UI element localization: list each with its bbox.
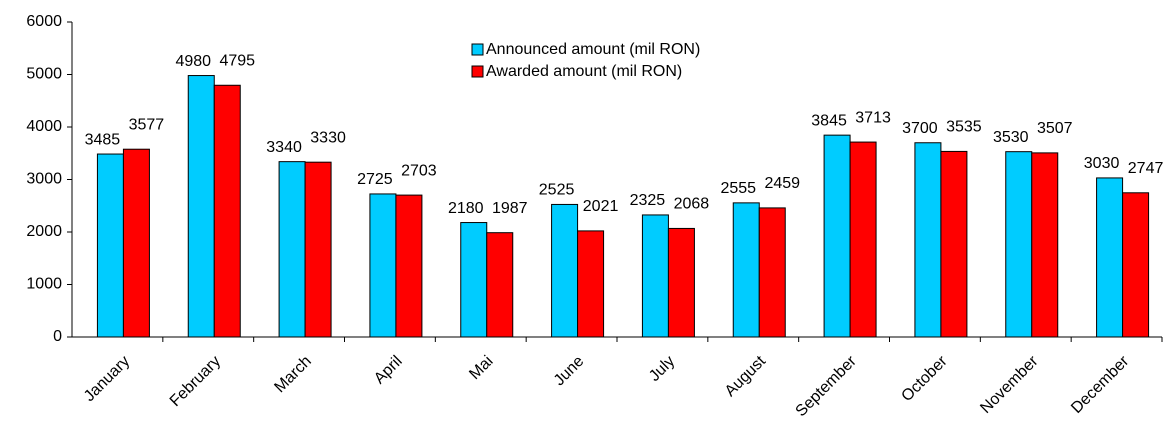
value-label: 2555: [720, 180, 756, 197]
value-label: 3340: [266, 139, 302, 156]
value-label: 2747: [1128, 160, 1164, 177]
bar: [551, 203, 579, 338]
bar: [1031, 152, 1059, 338]
legend-label: Announced amount (mil RON): [486, 41, 700, 58]
bar: [758, 207, 786, 338]
value-label: 2325: [630, 192, 666, 209]
y-tick-label: 0: [53, 328, 62, 345]
bar: [577, 230, 605, 338]
value-label: 3845: [811, 112, 847, 129]
x-tick-label: August: [722, 352, 770, 400]
legend-label: Awarded amount (mil RON): [486, 63, 682, 80]
value-label: 2525: [539, 182, 575, 199]
value-label: 2725: [357, 171, 393, 188]
bar: [278, 161, 306, 338]
value-label: 2703: [401, 162, 437, 179]
value-label: 2180: [448, 200, 484, 217]
x-tick-label: December: [1068, 352, 1133, 417]
bar: [304, 161, 332, 338]
legend-swatch: [471, 65, 484, 78]
y-tick-label: 1000: [26, 276, 62, 293]
value-label: 4980: [175, 53, 211, 70]
value-label: 3535: [946, 119, 982, 136]
legend-swatch: [471, 43, 484, 56]
x-tick-label: September: [793, 352, 861, 420]
bar: [732, 202, 760, 338]
bar: [914, 142, 942, 338]
bar: [460, 222, 488, 338]
value-label: 2068: [674, 196, 710, 213]
x-tick-label: June: [551, 353, 588, 390]
value-label: 1987: [492, 200, 528, 217]
x-tick-label: April: [371, 353, 406, 388]
bar: [187, 75, 215, 338]
bar: [849, 141, 877, 338]
bar: [1122, 192, 1150, 338]
value-label: 3030: [1084, 155, 1120, 172]
bar: [823, 134, 851, 338]
y-tick-label: 4000: [26, 118, 62, 135]
value-label: 3577: [129, 116, 165, 133]
bar: [667, 227, 695, 338]
y-tick-label: 3000: [26, 171, 62, 188]
value-label: 2459: [764, 175, 800, 192]
value-label: 3530: [993, 129, 1029, 146]
bar: [1096, 177, 1124, 338]
x-tick-label: July: [646, 353, 678, 385]
value-label: 2021: [583, 198, 619, 215]
y-tick-label: 5000: [26, 66, 62, 83]
y-tick-label: 2000: [26, 223, 62, 240]
value-label: 3330: [310, 129, 346, 146]
x-tick-label: February: [167, 353, 224, 410]
y-tick-label: 6000: [26, 13, 62, 30]
x-tick-label: October: [898, 352, 951, 405]
bar: [369, 193, 397, 338]
x-tick-label: Mai: [466, 353, 496, 383]
value-label: 3700: [902, 120, 938, 137]
bar: [486, 232, 514, 338]
bar: [213, 84, 241, 338]
value-label: 3713: [855, 109, 891, 126]
x-tick-label: January: [81, 353, 133, 405]
bar: [641, 214, 669, 338]
bar: [395, 194, 423, 338]
x-tick-label: March: [271, 353, 314, 396]
value-label: 3485: [85, 131, 121, 148]
x-tick-label: November: [977, 352, 1042, 417]
value-label: 3507: [1037, 120, 1073, 137]
bar: [1005, 151, 1033, 338]
bar: [96, 153, 124, 338]
value-label: 4795: [219, 52, 255, 69]
bar: [940, 150, 968, 338]
bar: [122, 148, 150, 338]
